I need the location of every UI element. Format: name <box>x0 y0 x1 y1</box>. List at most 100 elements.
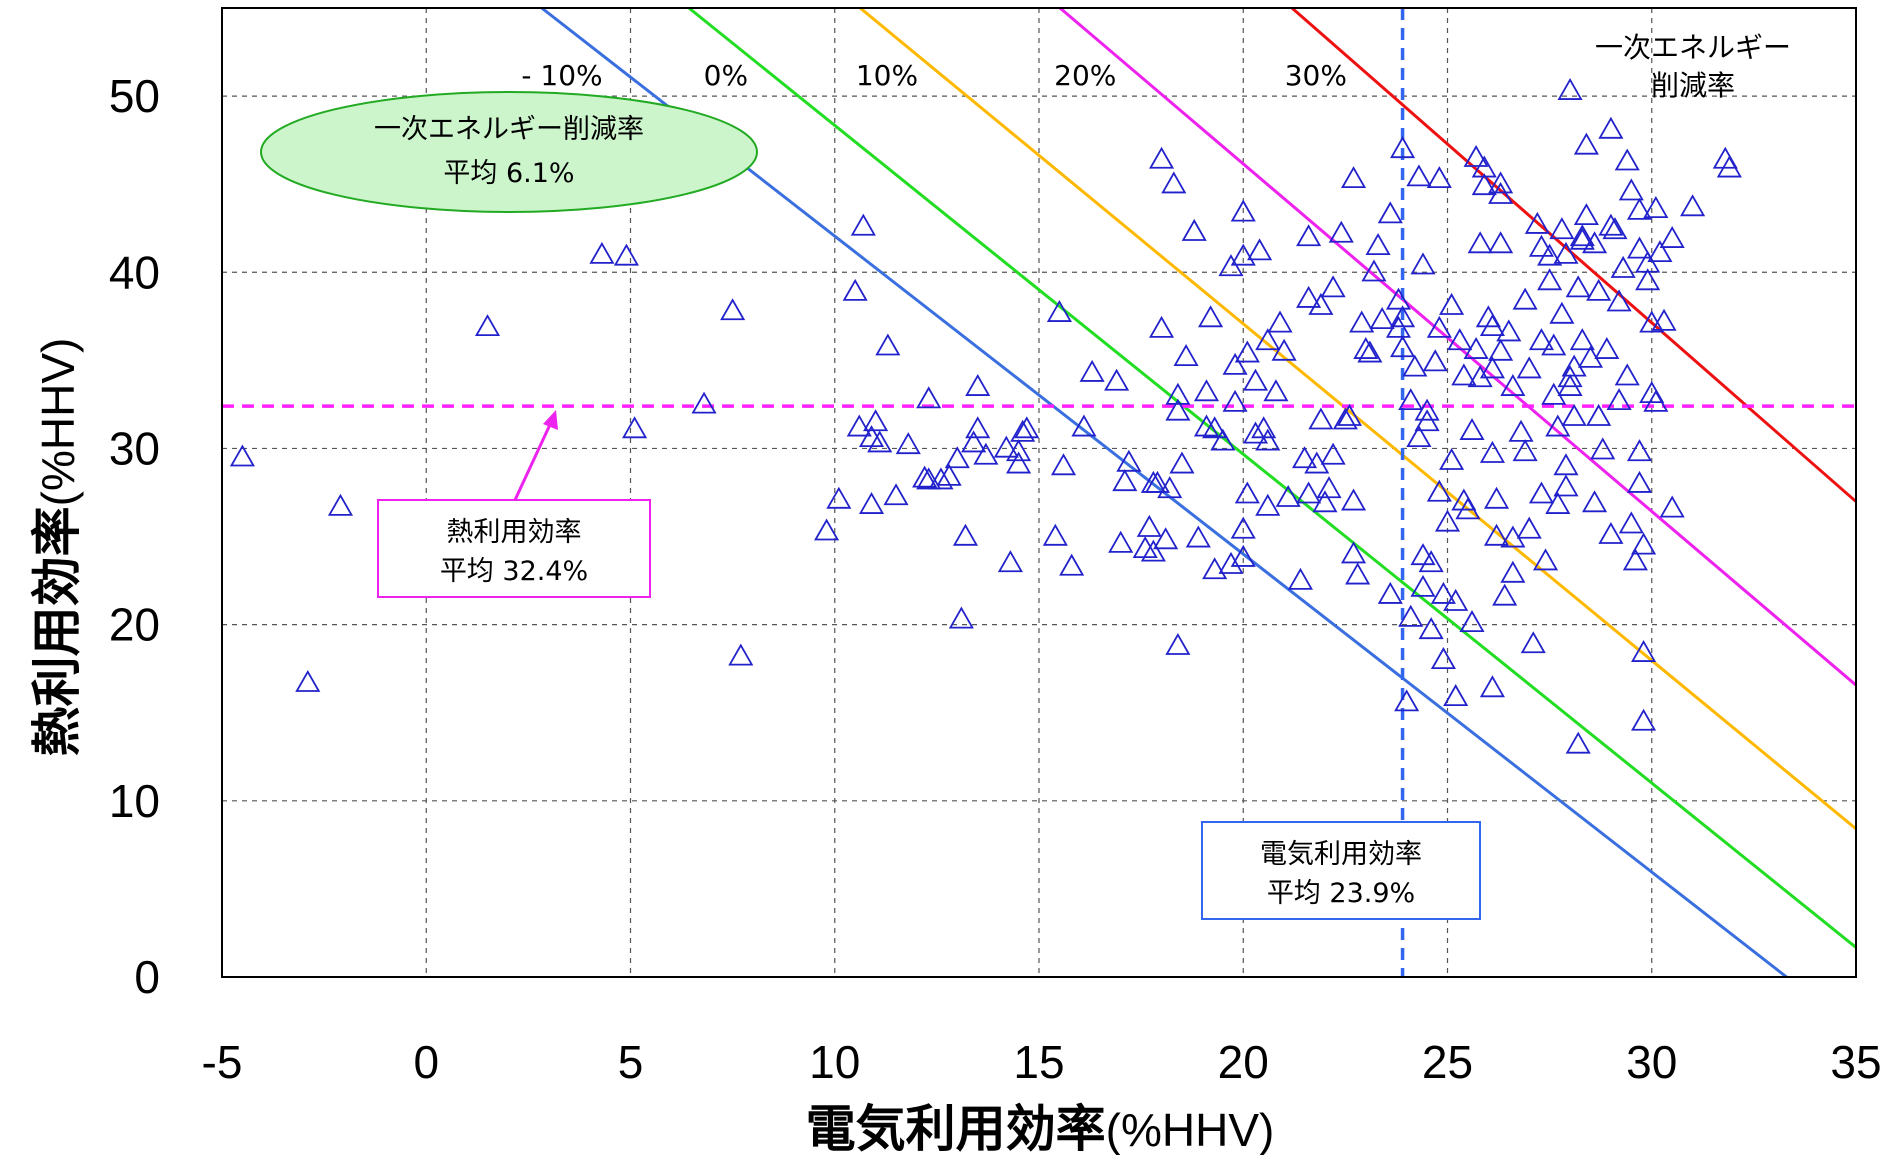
data-point <box>1198 305 1224 328</box>
data-point <box>944 446 970 469</box>
heat-annotation-line2: 平均 32.4% <box>440 556 588 587</box>
data-point <box>1181 218 1207 241</box>
data-point <box>1622 548 1648 571</box>
data-point <box>691 391 717 414</box>
data-point <box>728 643 754 666</box>
data-point <box>1185 525 1211 548</box>
data-point <box>1308 407 1334 430</box>
data-point <box>1365 233 1391 255</box>
data-point <box>1312 490 1338 513</box>
data-point <box>1647 240 1673 263</box>
data-point <box>973 442 999 465</box>
y-axis-unit: (%HHV) <box>32 338 84 507</box>
data-points <box>229 77 1742 754</box>
data-point <box>1308 292 1334 315</box>
data-point <box>1561 403 1587 426</box>
y-axis-title: 熱利用効率(%HHV) <box>28 338 86 757</box>
data-point <box>1500 560 1526 583</box>
data-point <box>936 463 962 486</box>
data-point <box>1394 689 1420 712</box>
data-point <box>1463 336 1489 359</box>
data-point <box>1316 476 1342 499</box>
data-point <box>1496 319 1522 342</box>
x-tick-label: 0 <box>413 1036 439 1088</box>
y-tick-labels: 0 10 20 30 40 50 <box>109 70 160 1003</box>
data-point <box>863 409 889 432</box>
data-point <box>1255 328 1281 351</box>
data-point <box>1565 731 1591 754</box>
reduction-line-label: 10% <box>856 59 918 92</box>
data-point <box>1430 581 1456 604</box>
data-point <box>1426 479 1452 502</box>
reduction-line-label: - 10% <box>521 59 602 92</box>
data-point <box>842 278 868 301</box>
data-point <box>1573 203 1599 226</box>
data-point <box>1006 451 1032 474</box>
data-point <box>1242 368 1269 391</box>
reduction-line-label: 30% <box>1285 59 1347 92</box>
data-point <box>1112 469 1138 492</box>
reduction-line-labels: - 10% 0% 10% 20% 30% <box>521 59 1347 92</box>
primary-energy-annotation-line2: 平均 6.1% <box>443 158 574 189</box>
data-point <box>1251 416 1277 439</box>
data-point <box>1520 631 1546 654</box>
data-point <box>1614 148 1640 171</box>
reduction-line-label: 20% <box>1054 59 1116 92</box>
data-point <box>1230 199 1256 222</box>
reduction-lines-title-line1: 一次エネルギー <box>1595 31 1791 64</box>
data-point <box>1377 201 1403 224</box>
data-point <box>1516 356 1542 379</box>
data-point <box>1635 268 1661 291</box>
data-point <box>1439 292 1465 315</box>
data-point <box>1218 254 1244 277</box>
data-point <box>1398 388 1424 411</box>
data-point <box>1430 647 1456 670</box>
data-point <box>1153 527 1179 550</box>
data-point <box>1234 481 1260 504</box>
reduction-line-label: 0% <box>704 59 748 92</box>
x-tick-label: 30 <box>1626 1036 1677 1088</box>
data-point <box>1443 588 1469 611</box>
data-point <box>1340 166 1367 189</box>
data-point <box>1447 328 1473 351</box>
data-point <box>1557 365 1583 388</box>
data-point <box>1296 285 1322 308</box>
data-point <box>622 416 648 439</box>
data-point <box>1594 336 1620 359</box>
data-point <box>1336 403 1363 426</box>
plot-frame <box>221 7 1857 978</box>
data-point <box>1255 428 1281 451</box>
data-point <box>1320 442 1346 465</box>
data-point <box>997 550 1023 573</box>
data-point <box>1467 231 1493 254</box>
data-point <box>1169 451 1195 474</box>
x-tick-label: 15 <box>1013 1036 1064 1088</box>
data-point <box>912 465 938 488</box>
data-point <box>1626 470 1653 493</box>
data-point <box>1528 481 1555 504</box>
data-point <box>1479 440 1505 463</box>
data-point <box>1488 181 1514 204</box>
data-point <box>1488 171 1514 194</box>
data-point <box>1275 484 1301 507</box>
data-point <box>1459 418 1485 440</box>
data-point <box>1296 224 1322 247</box>
y-tick-label: 10 <box>109 775 160 827</box>
y-tick-label: 20 <box>109 599 160 651</box>
data-point <box>1606 388 1632 411</box>
data-point <box>1557 77 1583 100</box>
data-point <box>1071 414 1097 437</box>
data-point <box>1165 632 1191 655</box>
data-point <box>1643 389 1669 412</box>
data-point <box>1426 166 1452 189</box>
data-point <box>1349 310 1375 333</box>
data-point <box>952 523 979 546</box>
data-point <box>1410 252 1436 275</box>
y-tick-label: 30 <box>109 422 160 474</box>
data-point <box>1508 419 1534 442</box>
data-point <box>1193 379 1220 402</box>
data-point <box>1479 314 1505 337</box>
data-point <box>1247 238 1273 261</box>
data-point <box>1512 287 1538 310</box>
data-point <box>1230 243 1256 266</box>
